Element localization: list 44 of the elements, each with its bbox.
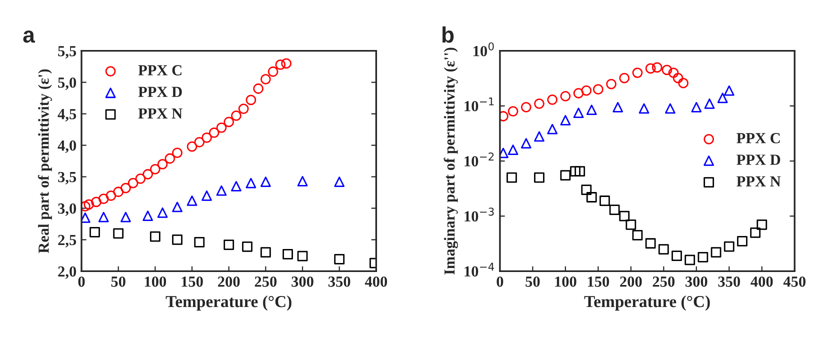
x-tick-label: 200: [218, 276, 240, 287]
y-tick-label: 3,0: [58, 203, 76, 216]
legend-label: PPX D: [736, 154, 780, 165]
y-tick-label: 10$^{−1}$: [464, 98, 494, 112]
x-tick-label: 300: [292, 276, 314, 287]
y-tick-label: 5,0: [58, 77, 76, 90]
x-tick-label: 0: [496, 276, 504, 287]
x-tick-label: 350: [718, 276, 740, 287]
y-tick-label: 10$^{0}$: [474, 42, 494, 56]
legend-label: PPX N: [736, 176, 781, 186]
x-tick-label: 250: [254, 276, 277, 287]
y-tick-label: 10$^{−4}$: [464, 262, 494, 277]
x-tick-label: 0: [78, 276, 85, 287]
y-tick-label: 2,5: [58, 234, 76, 248]
y-tick-label: 5,5: [58, 46, 76, 59]
y-tick-label: 4,5: [58, 109, 76, 122]
x-tick-label: 100: [144, 276, 166, 287]
legend-label: PPX C: [736, 133, 780, 144]
y-axis-title: Imaginary part of permittivity (ε''): [444, 48, 458, 275]
legend-label: PPX N: [138, 108, 182, 118]
legend-label: PPX C: [138, 65, 182, 76]
x-tick-label: 450: [783, 276, 806, 287]
x-axis-title: Temperature (°C): [166, 295, 292, 311]
legend-label: PPX D: [138, 86, 182, 97]
y-tick-label: 3,5: [58, 172, 76, 184]
x-tick-label: 150: [182, 276, 203, 287]
x-tick-label: 50: [526, 276, 540, 287]
y-tick-label: 10$^{−3}$: [464, 208, 494, 222]
y-axis-title: Real part of permittivity (ε'): [38, 69, 52, 254]
y-tick-label: 4,0: [58, 140, 76, 153]
y-tick-label: 10$^{−2}$: [464, 152, 494, 166]
x-axis-title: Temperature (°C): [584, 295, 710, 311]
x-tick-label: 400: [750, 276, 773, 287]
x-tick-label: 400: [364, 276, 388, 287]
x-tick-label: 350: [328, 276, 350, 287]
y-tick-label: 2,0: [58, 266, 76, 279]
x-tick-label: 200: [620, 276, 642, 287]
x-tick-label: 250: [652, 276, 675, 287]
chart-title: a: [23, 30, 36, 43]
x-tick-label: 300: [686, 276, 708, 287]
x-tick-label: 50: [111, 276, 126, 287]
chart-title: b: [442, 26, 454, 43]
x-tick-label: 150: [588, 276, 610, 287]
x-tick-label: 100: [555, 276, 576, 287]
